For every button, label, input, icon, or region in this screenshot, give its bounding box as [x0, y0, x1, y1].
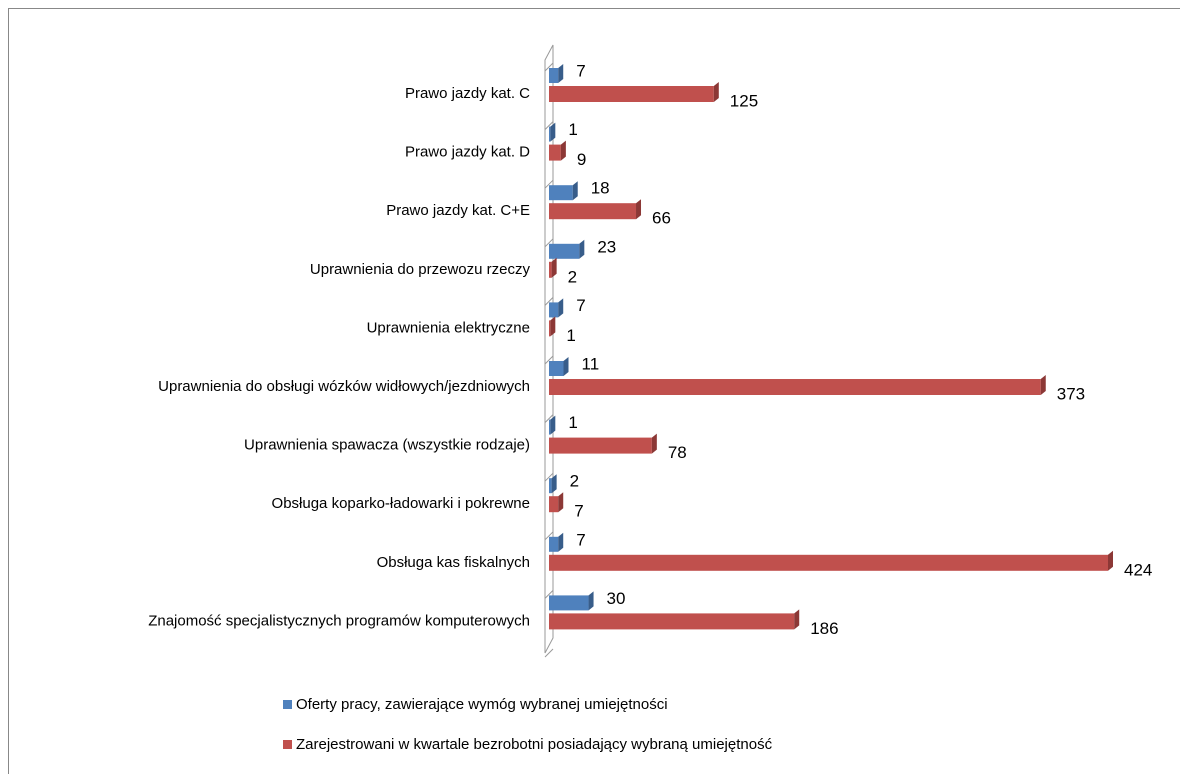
bar-side — [579, 239, 585, 259]
value-label: 7 — [574, 502, 583, 521]
bar-side — [563, 357, 569, 376]
bar-side — [558, 64, 564, 83]
bar-side — [560, 140, 566, 161]
bar — [549, 144, 561, 161]
bar — [549, 320, 551, 337]
category-label: Znajomość specjalistycznych programów ko… — [148, 612, 530, 629]
category-label: Uprawnienia do przewozu rzeczy — [310, 261, 531, 278]
bar-side — [1040, 375, 1046, 395]
value-label: 1 — [568, 413, 577, 432]
value-label: 424 — [1124, 560, 1152, 579]
bar — [549, 595, 589, 611]
category-tick — [544, 297, 554, 306]
bar-side — [558, 298, 564, 318]
bar — [549, 126, 551, 142]
value-label: 11 — [582, 354, 600, 373]
value-label: 1 — [566, 326, 575, 345]
category-label: Uprawnienia elektryczne — [367, 319, 530, 336]
value-label: 1 — [568, 120, 577, 139]
bar-side — [572, 181, 578, 201]
value-label: 7 — [576, 296, 585, 315]
value-label: 373 — [1057, 384, 1085, 403]
value-label: 2 — [568, 267, 577, 286]
bar — [549, 261, 552, 278]
category-label: Obsługa koparko-ładowarki i pokrewne — [272, 495, 530, 512]
value-label: 186 — [810, 619, 838, 638]
bar — [549, 478, 552, 494]
bar-side — [550, 316, 556, 337]
bar-side — [550, 415, 556, 435]
category-tick — [544, 179, 554, 189]
category-label: Uprawnienia spawacza (wszystkie rodzaje) — [244, 437, 530, 454]
bar — [549, 419, 551, 435]
bar — [549, 361, 564, 376]
bar-side — [588, 591, 594, 611]
value-label: 2 — [570, 472, 579, 491]
legend-label: Zarejestrowani w kwartale bezrobotni pos… — [296, 736, 773, 753]
bar-side — [1108, 550, 1113, 571]
bar-side — [551, 474, 557, 494]
category-tick — [544, 590, 554, 599]
bar — [549, 437, 652, 454]
category-tick — [544, 472, 554, 482]
category-tick — [544, 121, 554, 130]
category-label: Uprawnienia do obsługi wózków widłowych/… — [158, 378, 530, 395]
legend-swatch — [283, 740, 292, 749]
bar — [549, 185, 573, 201]
category-label: Prawo jazdy kat. D — [405, 144, 530, 161]
bar-side — [794, 609, 800, 630]
value-label: 7 — [576, 530, 585, 549]
category-tick — [544, 62, 554, 72]
bar-side — [651, 433, 657, 454]
category-tick — [544, 355, 554, 365]
bar — [549, 302, 559, 318]
legend-swatch — [283, 700, 292, 709]
category-tick — [544, 648, 554, 658]
bar — [549, 379, 1041, 395]
category-label: Prawo jazdy kat. C+E — [386, 202, 530, 219]
category-tick — [544, 531, 554, 541]
bar-side — [713, 82, 719, 102]
bar-side — [550, 122, 556, 142]
value-label: 78 — [668, 443, 687, 462]
bar-side — [551, 257, 557, 278]
value-label: 30 — [607, 589, 626, 608]
bar — [549, 554, 1108, 571]
bar-side — [558, 532, 564, 552]
value-label: 9 — [577, 150, 586, 169]
bar — [549, 496, 559, 513]
value-label: 125 — [730, 91, 758, 110]
legend-label: Oferty pracy, zawierające wymóg wybranej… — [296, 696, 668, 713]
category-label: Prawo jazdy kat. C — [405, 85, 530, 102]
category-label: Obsługa kas fiskalnych — [377, 554, 530, 571]
value-label: 7 — [576, 61, 585, 80]
category-tick — [544, 414, 554, 423]
value-label: 23 — [597, 237, 616, 256]
bar-side — [636, 199, 642, 220]
bar — [549, 613, 795, 630]
value-label: 66 — [652, 209, 671, 228]
bar — [549, 68, 559, 83]
category-tick — [544, 238, 554, 248]
value-label: 18 — [591, 179, 610, 198]
bar — [549, 536, 559, 552]
bar-side — [558, 492, 564, 513]
bar — [549, 243, 580, 259]
bar — [549, 86, 714, 102]
bar — [549, 203, 637, 220]
